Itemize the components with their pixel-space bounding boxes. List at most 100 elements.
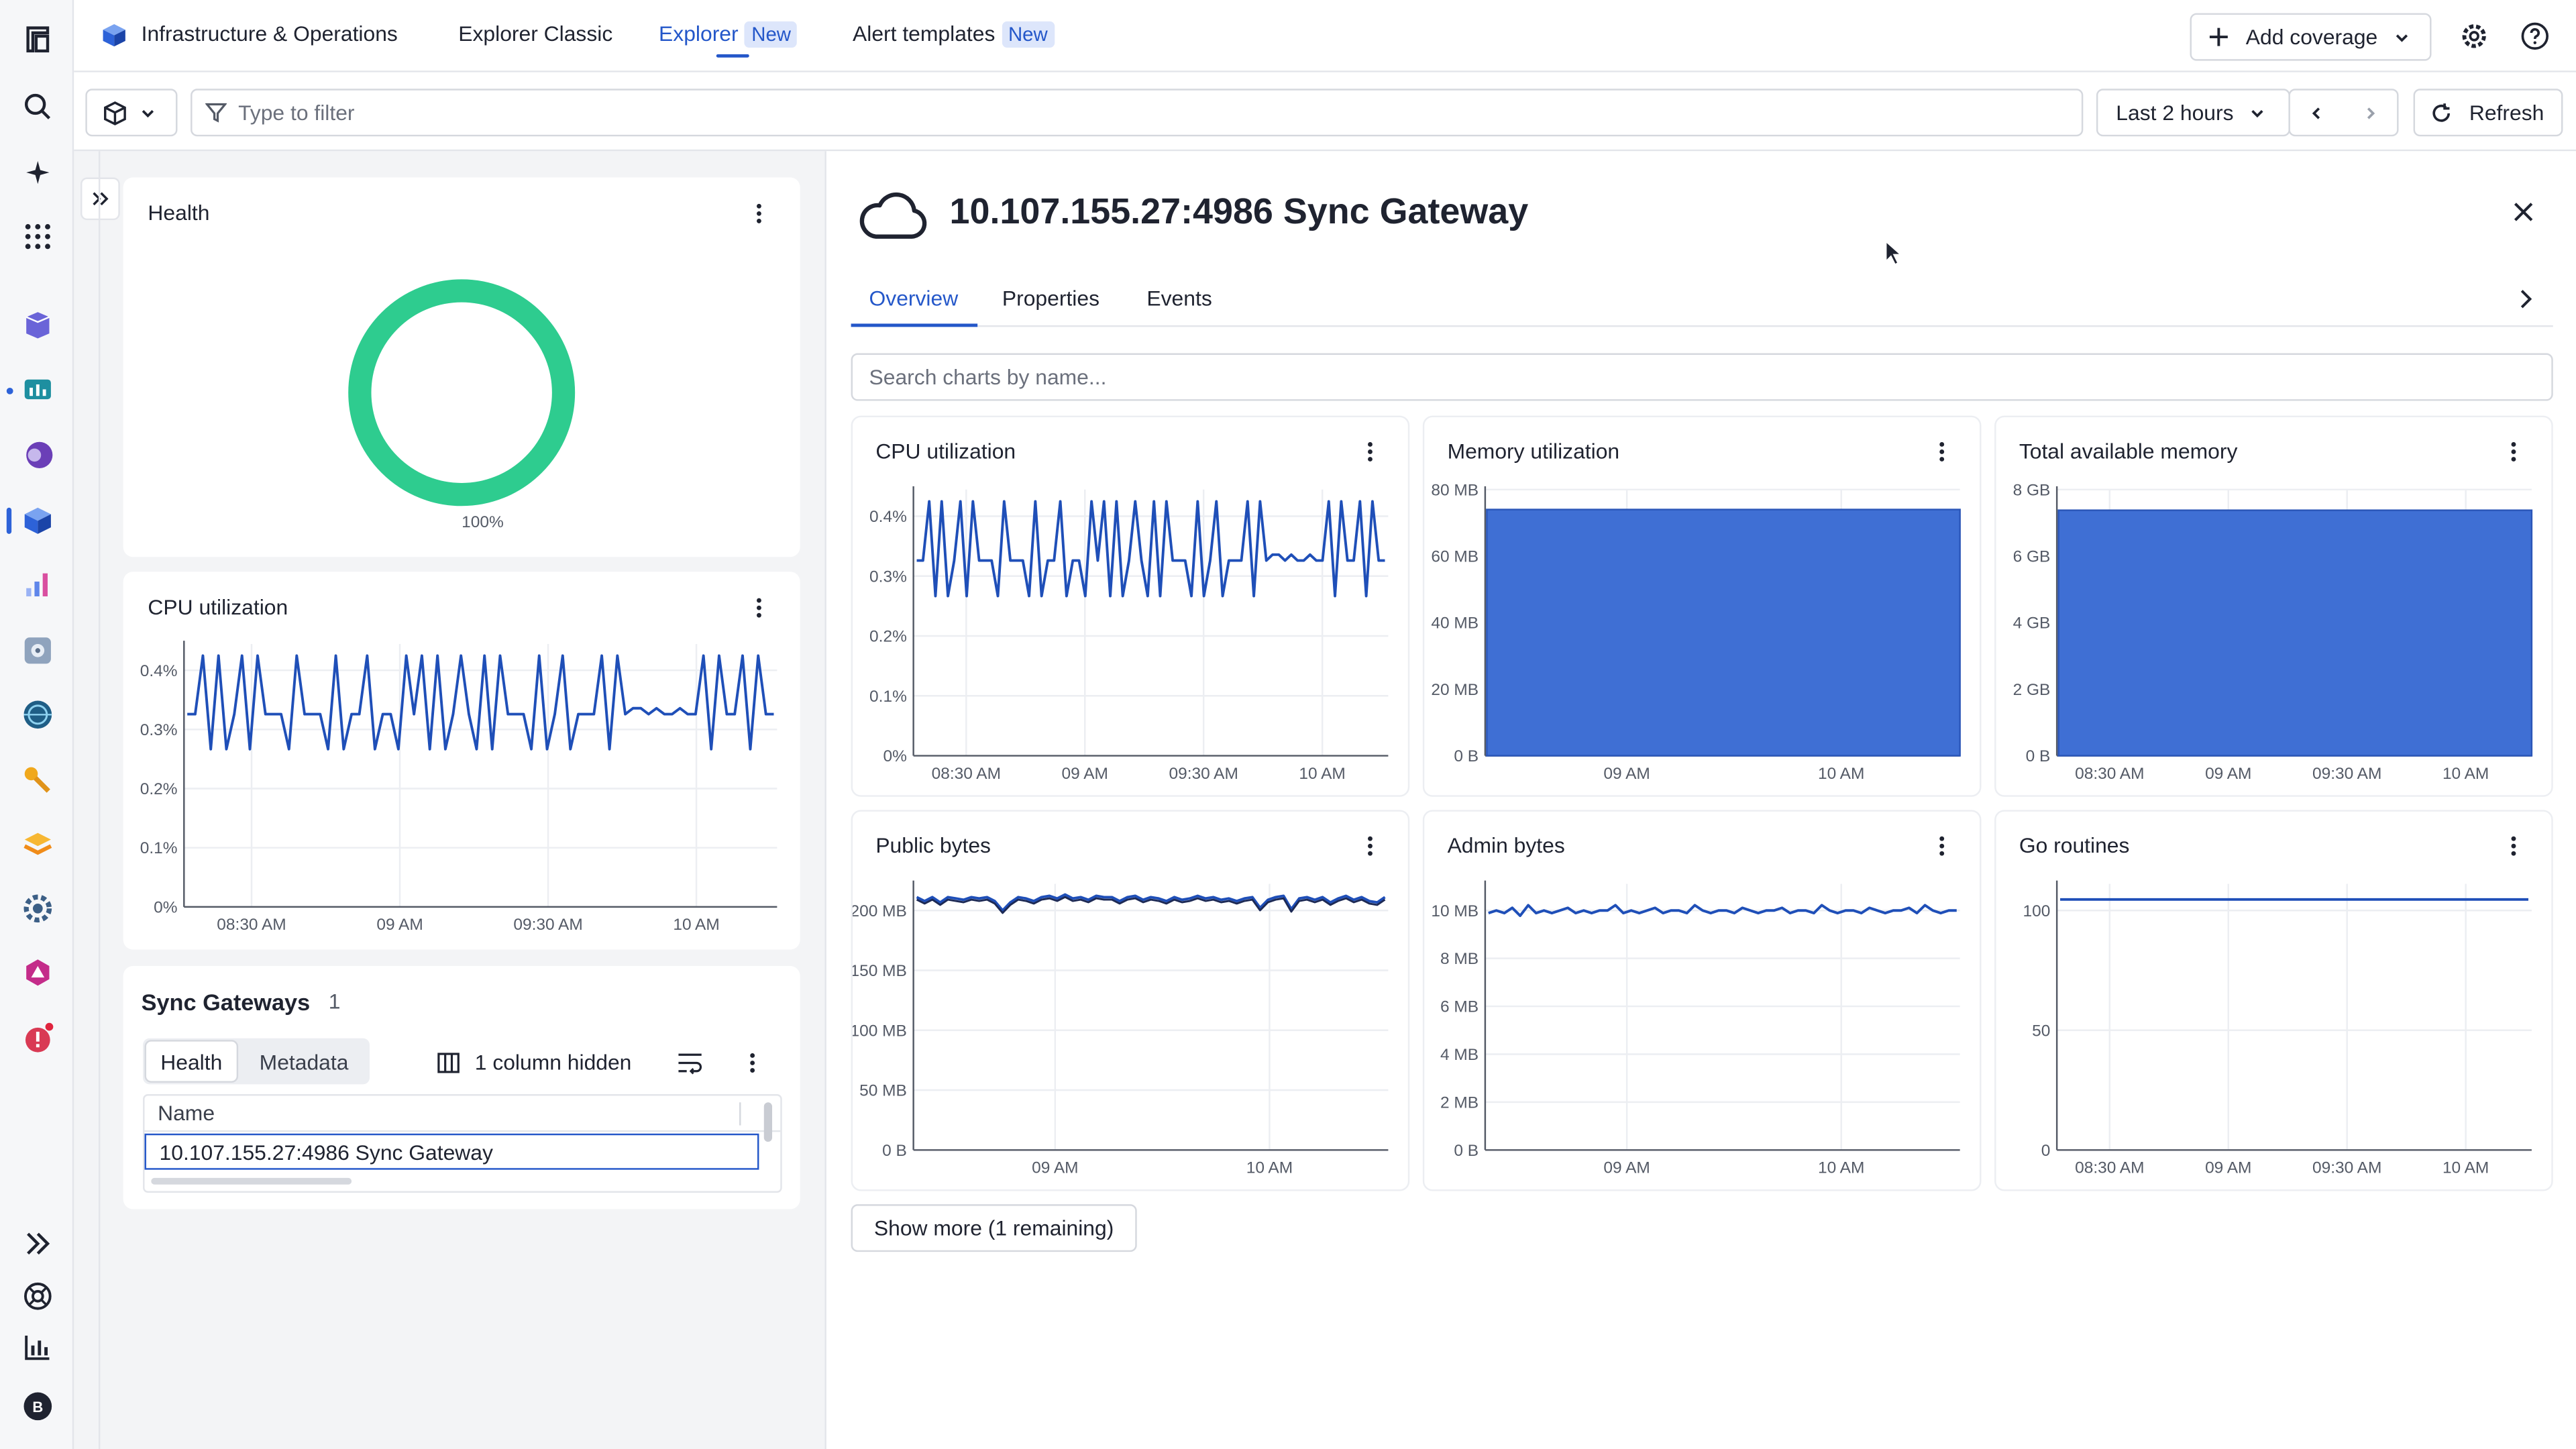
table-row[interactable]: 10.107.155.27:4986 Sync Gateway <box>144 1133 759 1170</box>
y-tick-label: 0 B <box>1454 1142 1479 1160</box>
column-header-name[interactable]: Name <box>144 1095 781 1132</box>
admin-bytes-chart[interactable]: 10 MB 8 MB 6 MB 4 MB 2 MB 0 B 09 AM 10 AM <box>1424 871 1983 1193</box>
magenta-app-icon[interactable] <box>19 955 56 991</box>
chevron-down-icon <box>2251 109 2263 117</box>
tab-properties[interactable]: Properties <box>1002 286 1099 311</box>
public-bytes-chart[interactable]: 200 MB 150 MB 100 MB 50 MB 0 B 09 AM 10 AM <box>853 871 1411 1193</box>
y-tick-label: 4 GB <box>2013 614 2051 633</box>
filter-input[interactable]: Type to filter <box>191 89 2084 137</box>
close-icon[interactable] <box>2512 201 2535 223</box>
infrastructure-app-icon[interactable] <box>19 502 56 539</box>
y-tick-label: 20 MB <box>1431 681 1479 699</box>
layers-app-icon[interactable] <box>19 826 56 863</box>
health-donut[interactable] <box>345 276 578 509</box>
x-tick-label: 08:30 AM <box>2075 765 2144 783</box>
horizontal-scrollbar[interactable] <box>151 1177 352 1185</box>
line-series <box>916 896 1386 914</box>
area-series <box>1486 508 1961 757</box>
line-series <box>916 500 1385 598</box>
go-routines-chart[interactable]: 100 50 0 08:30 AM 09 AM 09:30 AM 10 AM <box>1996 871 2555 1193</box>
apps-grid-icon[interactable] <box>19 219 56 255</box>
table-tab-metadata-label: Metadata <box>259 1049 349 1074</box>
settings-app-icon[interactable] <box>19 890 56 926</box>
mouse-cursor-icon <box>1885 239 1902 266</box>
memory-chart[interactable]: 80 MB 60 MB 40 MB 20 MB 0 B 09 AM 10 AM <box>1424 476 1983 798</box>
app-title[interactable]: Infrastructure & Operations <box>141 21 398 46</box>
y-tick-label: 10 MB <box>1431 902 1479 920</box>
tab-explorer-classic[interactable]: Explorer Classic <box>458 21 613 46</box>
table-tab-metadata[interactable]: Metadata <box>245 1040 363 1083</box>
x-tick-label: 09 AM <box>1603 1159 1650 1177</box>
disk-app-icon[interactable] <box>19 633 56 669</box>
more-options-icon[interactable] <box>1931 835 1953 857</box>
cloud-icon <box>859 192 927 239</box>
search-icon[interactable] <box>19 89 56 125</box>
cpu-chart[interactable]: 0.4% 0.3% 0.2% 0.1% 0% 08:30 AM 09 AM 09:30 AM 1… <box>853 476 1411 798</box>
purple-app-icon[interactable] <box>19 437 56 473</box>
chevron-right-icon[interactable] <box>2515 288 2534 311</box>
x-tick-label: 08:30 AM <box>2075 1159 2144 1177</box>
tab-alert-templates[interactable]: Alert templates New <box>853 21 1055 48</box>
refresh-button[interactable]: Refresh <box>2413 89 2563 137</box>
y-tick-label: 0 B <box>2026 747 2051 765</box>
y-tick-label: 8 MB <box>1440 950 1479 968</box>
tab-explorer[interactable]: Explorer New <box>659 21 798 48</box>
hidden-columns-button[interactable]: 1 column hidden <box>437 1050 631 1075</box>
vertical-scrollbar[interactable] <box>763 1102 773 1142</box>
user-avatar-icon[interactable]: B <box>19 1388 56 1424</box>
health-percent: 100% <box>462 514 504 533</box>
x-tick-label: 10 AM <box>1246 1159 1293 1177</box>
expand-rail-icon[interactable] <box>19 1226 56 1262</box>
gear-icon[interactable] <box>2459 21 2489 59</box>
more-options-icon[interactable] <box>1358 835 1381 857</box>
plus-icon <box>2209 28 2228 46</box>
y-tick-label: 0.1% <box>869 688 907 706</box>
line-wrap-icon[interactable] <box>677 1051 703 1075</box>
column-resizer[interactable] <box>739 1102 741 1126</box>
more-options-icon[interactable] <box>2502 835 2525 857</box>
x-tick-label: 10 AM <box>673 916 719 934</box>
bars-app-icon[interactable] <box>19 567 56 603</box>
chevron-left-icon[interactable] <box>2308 105 2324 121</box>
go-routines-chart-card: Go routines 100 50 0 08:30 AM 09 AM 09:30 AM 1… <box>1994 810 2553 1191</box>
more-options-icon[interactable] <box>1358 440 1381 463</box>
dashboard-app-icon[interactable] <box>19 371 56 407</box>
x-tick-label: 08:30 AM <box>217 916 286 934</box>
app-logo-icon[interactable] <box>19 21 56 58</box>
entity-type-selector[interactable] <box>85 89 178 137</box>
timeframe-selector[interactable]: Last 2 hours <box>2096 89 2290 137</box>
globe-app-icon[interactable] <box>19 696 56 733</box>
table-count: 1 <box>328 989 341 1014</box>
more-options-icon[interactable] <box>741 1051 763 1074</box>
alert-app-icon[interactable] <box>19 1020 56 1057</box>
y-tick-label: 40 MB <box>1431 614 1479 633</box>
sync-gateways-card: Sync Gateways 1 Health Metadata 1 column… <box>123 966 800 1210</box>
cpu-chart-title: CPU utilization <box>875 438 1016 464</box>
table-tab-health[interactable]: Health <box>144 1040 239 1083</box>
go-routines-chart-title: Go routines <box>2019 833 2130 858</box>
tab-events[interactable]: Events <box>1146 286 1212 311</box>
more-options-icon[interactable] <box>747 202 770 225</box>
chevron-right-icon[interactable] <box>2362 105 2378 121</box>
reports-icon[interactable] <box>19 1329 56 1365</box>
more-options-icon[interactable] <box>2502 440 2525 463</box>
more-options-icon[interactable] <box>747 596 770 619</box>
show-more-button[interactable]: Show more (1 remaining) <box>851 1204 1137 1252</box>
x-tick-label: 09:30 AM <box>2312 765 2381 783</box>
help-icon[interactable] <box>2520 21 2550 59</box>
filter-row: Type to filter Last 2 hours Refresh <box>74 72 2576 152</box>
chart-search-input[interactable]: Search charts by name... <box>851 353 2553 401</box>
more-options-icon[interactable] <box>1931 440 1953 463</box>
help-ring-icon[interactable] <box>19 1278 56 1314</box>
chevron-down-icon <box>2396 34 2408 42</box>
cubes-app-icon[interactable] <box>19 307 56 343</box>
key-app-icon[interactable] <box>19 762 56 798</box>
tab-divider <box>851 325 2553 327</box>
total-memory-chart[interactable]: 8 GB 6 GB 4 GB 2 GB 0 B 08:30 AM 09 AM 09:30 AM… <box>1996 476 2555 798</box>
sparkle-icon[interactable] <box>19 154 56 191</box>
tab-overview[interactable]: Overview <box>869 286 959 311</box>
left-cpu-chart[interactable]: 0.4% 0.3% 0.2% 0.1% 0% 08:30 AM 09 AM 09:30 AM 1… <box>123 631 800 949</box>
add-coverage-button[interactable]: Add coverage <box>2190 13 2432 61</box>
show-more-label: Show more (1 remaining) <box>873 1216 1114 1240</box>
x-tick-label: 09 AM <box>2205 765 2251 783</box>
